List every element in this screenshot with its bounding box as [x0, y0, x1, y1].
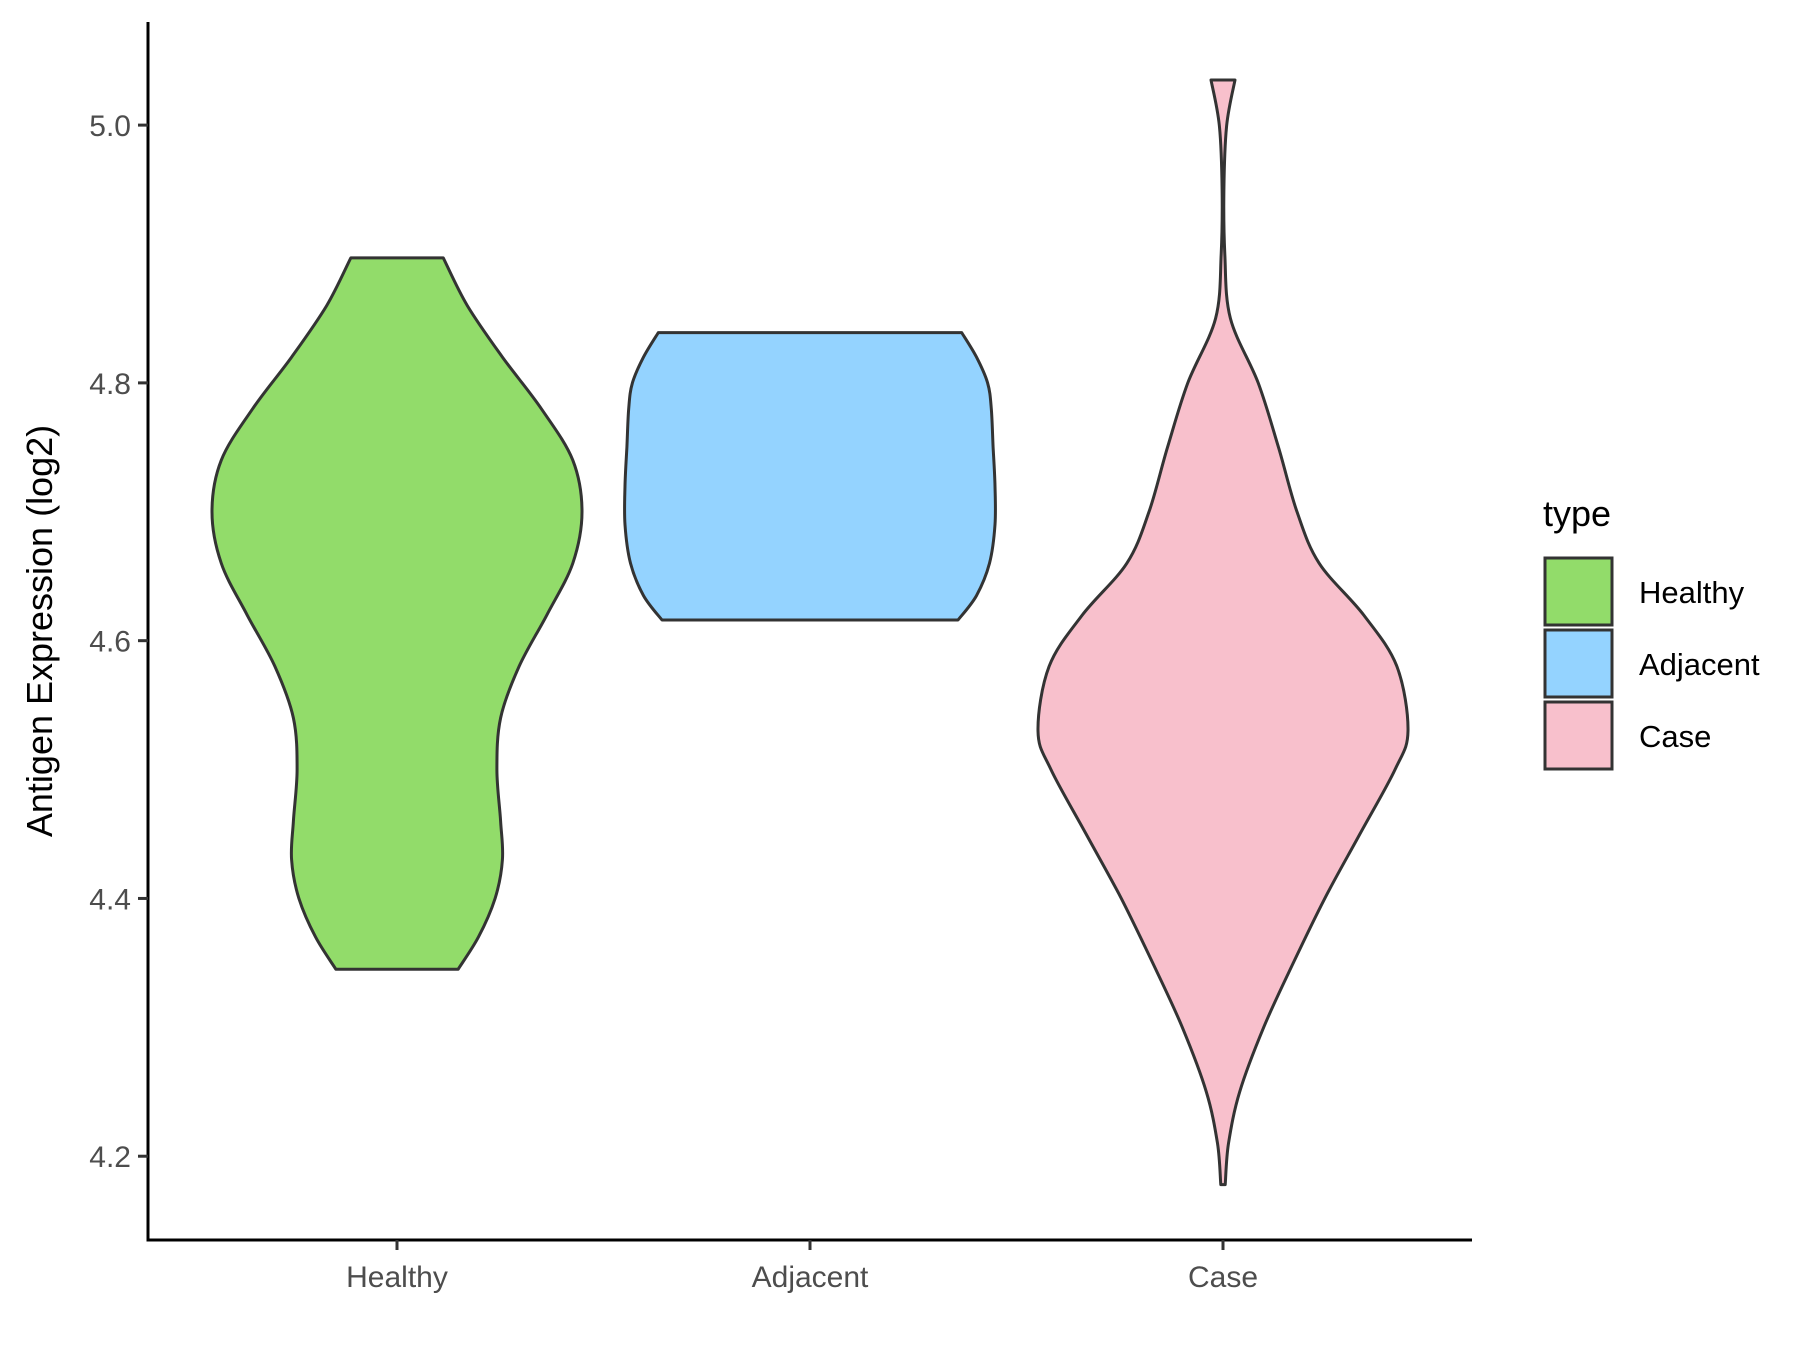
legend: type Healthy Adjacent Case [1543, 493, 1760, 771]
legend-label-healthy: Healthy [1639, 575, 1745, 610]
legend-title: type [1543, 493, 1611, 534]
violins-layer [210, 78, 1410, 1187]
y-tick-label: 5.0 [89, 110, 131, 143]
x-tick-label: Case [1188, 1261, 1258, 1294]
legend-key-healthy [1543, 556, 1614, 627]
y-tick-label: 4.8 [89, 368, 131, 401]
violin-case [1036, 78, 1410, 1187]
y-tick-label: 4.6 [89, 626, 131, 659]
x-axis-ticks: Healthy Adjacent Case [346, 1240, 1258, 1294]
violin-adjacent [623, 331, 997, 622]
legend-key-case [1543, 700, 1614, 771]
y-axis-ticks: 4.2 4.4 4.6 4.8 5.0 [89, 110, 148, 1174]
violin-healthy [210, 256, 584, 971]
legend-label-case: Case [1639, 719, 1711, 754]
legend-key-adjacent [1543, 628, 1614, 699]
y-axis-title: Antigen Expression (log2) [19, 425, 60, 837]
x-tick-label: Adjacent [752, 1261, 869, 1294]
y-tick-label: 4.2 [89, 1141, 131, 1174]
legend-label-adjacent: Adjacent [1639, 647, 1760, 682]
y-tick-label: 4.4 [89, 883, 131, 916]
x-tick-label: Healthy [346, 1261, 448, 1294]
